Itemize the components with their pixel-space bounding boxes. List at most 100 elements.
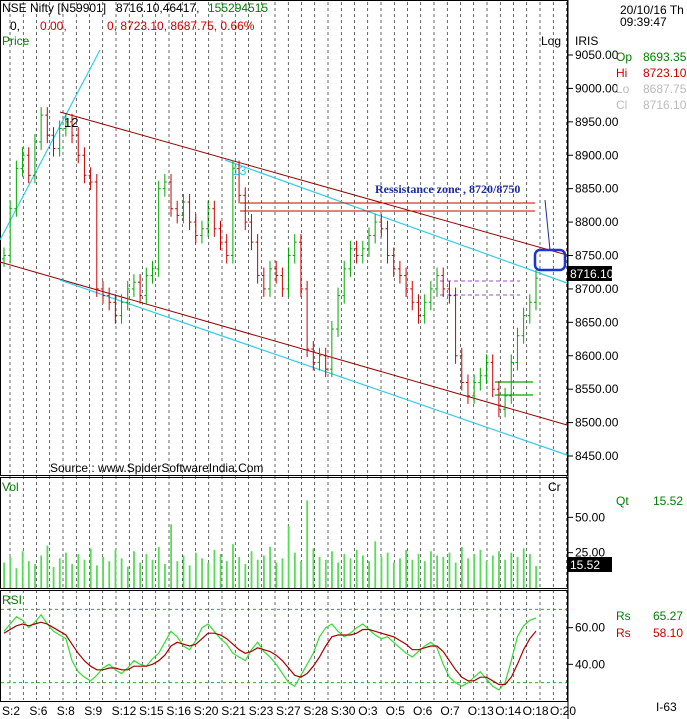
price-tick-label: 8750.00: [575, 249, 619, 263]
volume-bar: [467, 558, 469, 588]
volume-bar: [201, 558, 203, 588]
rsi-series-line: [3, 613, 537, 691]
time-axis-label: S:30: [331, 704, 356, 718]
price-tick-label: 8700.00: [575, 282, 619, 296]
candlestick-series: [2, 107, 538, 418]
time-axis-label: O:13: [468, 704, 494, 718]
volume-bar: [374, 541, 377, 588]
resistance-annotation: Ressistance zone , 8720/8750: [375, 182, 520, 196]
volume-bar: [300, 561, 302, 588]
volume-bar: [287, 525, 290, 588]
volume-bar: [331, 551, 333, 588]
rsi-panel: [0, 590, 568, 702]
volume-bar: [436, 555, 439, 588]
volume-bar: [269, 547, 271, 588]
time-axis-label: S:6: [29, 704, 47, 718]
price-tick-label: 8950.00: [575, 115, 619, 129]
volume-bar: [40, 555, 43, 588]
volume-bar: [145, 554, 148, 588]
volume-bar: [34, 563, 36, 588]
volume-bar: [244, 563, 247, 588]
time-axis-label: S:21: [221, 704, 246, 718]
price-tick-label: 8500.00: [575, 416, 619, 430]
time-text: 09:39:47: [620, 15, 667, 29]
volume-bar: [213, 549, 216, 588]
volume-bar: [46, 545, 49, 588]
vol-last-label: 15.52: [570, 558, 600, 572]
volume-bar: [324, 559, 327, 588]
time-axis-label: O:7: [440, 704, 460, 718]
time-axis-label: O:3: [358, 704, 378, 718]
volume-bar: [133, 551, 135, 588]
volume-bar: [21, 551, 24, 588]
volume-bar: [126, 566, 129, 588]
volume-bar: [343, 554, 346, 588]
volume-bars: [3, 500, 537, 588]
time-axis-label: S:12: [112, 704, 137, 718]
time-axis-label: O:20: [550, 704, 576, 718]
volume-bar: [256, 559, 259, 588]
volume-bar: [498, 551, 500, 588]
volume-bar: [417, 554, 420, 588]
volume-y-axis: 50.00 25.00: [568, 510, 605, 560]
volume-bar: [275, 562, 278, 588]
qt-value: 15.52: [653, 494, 684, 508]
volume-bar: [151, 559, 154, 588]
source-text: Source : www.SpiderSoftwareIndia.Com: [50, 461, 263, 475]
header-change-2: 0.00,: [40, 19, 67, 33]
price-tick-label: 8550.00: [575, 382, 619, 396]
volume-bar: [157, 547, 160, 588]
volume-bar: [405, 549, 408, 588]
time-axis-label: O:5: [386, 704, 406, 718]
volume-bar: [65, 552, 67, 588]
rsi-tick-label: 40.00: [575, 657, 605, 671]
volume-bar: [529, 554, 531, 588]
volume-bar: [27, 561, 30, 588]
time-axis-label: S:28: [303, 704, 328, 718]
volume-bar: [355, 549, 358, 588]
volume-bar: [238, 556, 241, 588]
lo-value: 8687.75: [643, 82, 687, 96]
volume-bar: [423, 561, 426, 588]
volume-bar: [306, 500, 309, 588]
iris-label: IRIS: [575, 34, 598, 48]
vol-label: Vol: [2, 480, 19, 494]
volume-bar: [386, 552, 389, 588]
time-axis-label: S:9: [84, 704, 102, 718]
volume-bar: [182, 555, 185, 588]
volume-bar: [95, 565, 98, 588]
rsi-tick-label: 60.00: [575, 621, 605, 635]
price-label: Price: [2, 34, 30, 48]
footer-text: I-63: [656, 700, 677, 714]
volume-bar: [380, 556, 383, 588]
rsi-y-axis: 60.00 40.00: [1, 608, 605, 684]
date-text: 20/10/16 Th: [620, 3, 684, 17]
volume-bar: [219, 554, 222, 588]
hi-label: Hi: [616, 66, 628, 80]
volume-bar: [361, 555, 364, 588]
rs2-value: 58.10: [653, 626, 684, 640]
last-price-box: [568, 266, 612, 281]
volume-bar: [139, 562, 142, 588]
lo-label: Lo: [616, 82, 630, 96]
volume-bar: [522, 548, 525, 588]
log-label: Log: [541, 34, 561, 48]
volume-bar: [442, 556, 445, 588]
volume-bar: [460, 547, 463, 588]
volume-bar: [318, 556, 321, 588]
volume-bar: [164, 563, 166, 588]
header-change-1: 0,: [10, 19, 20, 33]
volume-bar: [510, 552, 513, 588]
volume-bar: [454, 562, 457, 588]
rs1-label: Rs: [616, 609, 631, 623]
time-axis: S:2 S:6 S:8 S:9 S:12 S:15 S:16 S:20 S:21 S:23 S:27…: [2, 704, 576, 718]
header-quote: 8716.10,46417,: [116, 1, 199, 15]
rsi-series-line: [3, 621, 537, 686]
volume-bar: [491, 555, 494, 588]
resistance-highlight-box: [533, 248, 567, 272]
volume-bar: [71, 563, 74, 588]
price-tick-label: 8850.00: [575, 182, 619, 196]
volume-bar: [430, 551, 432, 588]
volume-bar: [504, 559, 507, 588]
time-axis-label: S:27: [276, 704, 301, 718]
